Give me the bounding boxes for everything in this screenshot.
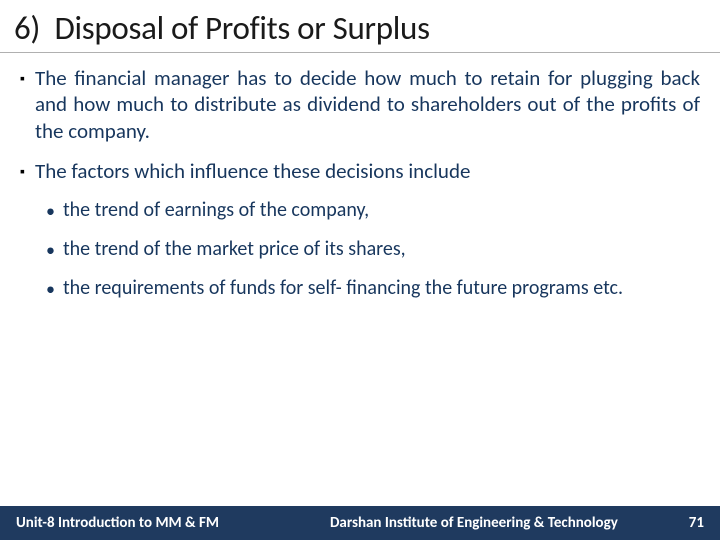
sub-bullet-text: the requirements of funds for self- fina… bbox=[63, 276, 623, 301]
slide-title: 6) Disposal of Profits or Surplus bbox=[0, 0, 720, 53]
bullet-item: ▪ The factors which influence these deci… bbox=[20, 158, 700, 184]
sub-bullet-text: the trend of earnings of the company, bbox=[63, 198, 369, 223]
square-bullet-icon: ▪ bbox=[20, 70, 25, 144]
dot-bullet-icon: • bbox=[46, 278, 55, 301]
slide-content: ▪ The financial manager has to decide ho… bbox=[0, 53, 720, 301]
sub-bullet-item: • the trend of earnings of the company, bbox=[46, 198, 700, 223]
sub-bullet-item: • the trend of the market price of its s… bbox=[46, 237, 700, 262]
sub-bullet-text: the trend of the market price of its sha… bbox=[63, 237, 406, 262]
footer-unit: Unit-8 Introduction to MM & FM bbox=[16, 514, 219, 532]
dot-bullet-icon: • bbox=[46, 239, 55, 262]
dot-bullet-icon: • bbox=[46, 200, 55, 223]
slide-footer: Unit-8 Introduction to MM & FM Darshan I… bbox=[0, 506, 720, 540]
sub-bullet-item: • the requirements of funds for self- fi… bbox=[46, 276, 700, 301]
footer-institute: Darshan Institute of Engineering & Techn… bbox=[219, 514, 689, 532]
bullet-text: The factors which influence these decisi… bbox=[35, 158, 470, 184]
page-number: 71 bbox=[689, 514, 704, 532]
bullet-item: ▪ The financial manager has to decide ho… bbox=[20, 65, 700, 144]
bullet-text: The financial manager has to decide how … bbox=[35, 65, 700, 144]
square-bullet-icon: ▪ bbox=[20, 163, 25, 184]
